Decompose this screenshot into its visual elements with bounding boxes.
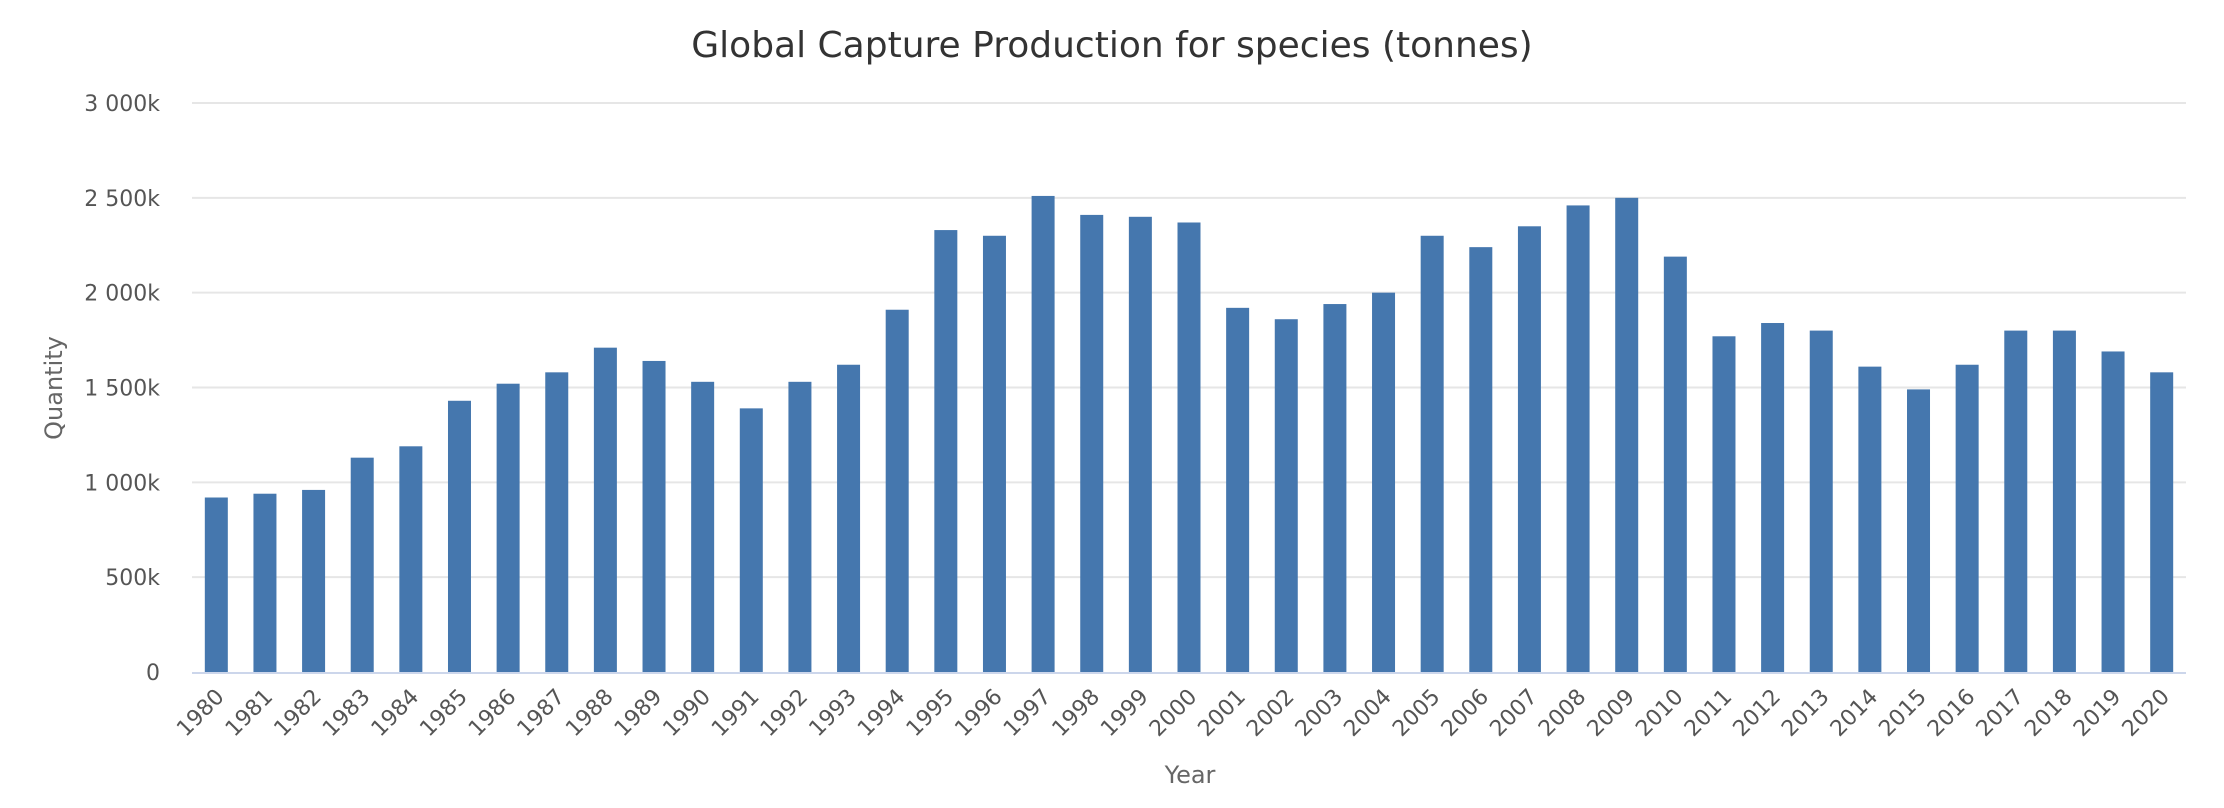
x-tick-label: 2019 [2069,685,2126,742]
bar-1980[interactable] [204,497,228,672]
bar-2019[interactable] [2101,351,2125,672]
bar-2005[interactable] [1420,235,1444,672]
x-tick-label: 2015 [1874,685,1931,742]
x-tick-label: 1994 [853,685,910,742]
y-axis-label: Quantity [40,336,68,440]
x-tick-label: 1992 [756,685,813,742]
y-tick-label: 0 [146,661,160,686]
x-tick-label: 1987 [513,685,570,742]
bar-2018[interactable] [2052,330,2076,672]
bar-1995[interactable] [934,230,958,672]
x-tick-label: 2017 [1972,685,2029,742]
x-tick-label: 2006 [1437,685,1494,742]
x-tick-label: 1990 [659,685,716,742]
bar-2007[interactable] [1517,226,1541,673]
x-tick-label: 1999 [1096,685,1153,742]
y-tick-label: 2 000k [84,282,160,307]
bar-2009[interactable] [1615,197,1639,673]
bar-1994[interactable] [885,309,909,672]
x-tick-label: 1996 [950,685,1007,742]
x-tick-label: 1983 [318,685,375,742]
bar-2006[interactable] [1469,247,1493,672]
bar-1989[interactable] [642,360,666,672]
bar-2001[interactable] [1226,307,1250,672]
bar-2012[interactable] [1761,323,1785,672]
x-tick-label: 1986 [464,685,521,742]
x-tick-label: 2002 [1242,685,1299,742]
y-axis-ticks: 0 500k 1 000k 1 500k 2 000k 2 500k 3 000k [84,92,160,686]
bar-2014[interactable] [1858,366,1882,672]
x-tick-label: 2011 [1680,685,1737,742]
bar-1996[interactable] [982,235,1006,672]
bar-2016[interactable] [1955,364,1979,672]
y-tick-label: 500k [105,566,160,591]
x-tick-label: 1993 [805,685,862,742]
bar-2017[interactable] [2004,330,2028,672]
bars [204,195,2174,673]
y-tick-label: 1 500k [84,377,160,402]
bar-2011[interactable] [1712,336,1736,672]
bar-1988[interactable] [593,347,617,672]
x-tick-label: 2010 [1631,685,1688,742]
x-tick-label: 2003 [1291,685,1348,742]
x-tick-label: 1995 [902,685,959,742]
bar-1993[interactable] [837,364,861,672]
bar-2013[interactable] [1809,330,1833,672]
bar-1982[interactable] [302,489,326,672]
bar-1986[interactable] [496,383,520,672]
y-tick-label: 1 000k [84,471,160,496]
x-tick-label: 1981 [221,685,278,742]
x-tick-label: 2018 [2020,685,2077,742]
bar-1987[interactable] [545,372,569,672]
x-tick-label: 1989 [610,685,667,742]
bar-1983[interactable] [350,457,374,672]
x-tick-label: 1991 [707,685,764,742]
x-tick-label: 1982 [270,685,327,742]
x-tick-label: 2013 [1777,685,1834,742]
bar-1991[interactable] [739,408,763,672]
x-tick-label: 1985 [415,685,472,742]
x-tick-label: 2014 [1826,685,1883,742]
bar-2003[interactable] [1323,304,1347,672]
bar-1990[interactable] [691,381,715,672]
bar-2002[interactable] [1274,319,1298,672]
bar-1981[interactable] [253,493,277,672]
x-tick-label: 2007 [1485,685,1542,742]
x-tick-label: 1998 [1048,685,1105,742]
x-tick-label: 2016 [1923,685,1980,742]
bar-2000[interactable] [1177,222,1201,673]
x-tick-label: 1984 [367,685,424,742]
bar-2004[interactable] [1372,292,1396,672]
y-tick-label: 2 500k [84,187,160,212]
x-tick-label: 2001 [1194,685,1251,742]
x-tick-label: 1997 [999,685,1056,742]
x-tick-label: 2004 [1340,685,1397,742]
x-tick-label: 2005 [1388,685,1445,742]
x-tick-label: 2000 [1145,685,1202,742]
x-tick-label: 2012 [1729,685,1786,742]
x-axis-ticks: 1980198119821983198419851986198719881989… [172,685,2175,742]
bar-2020[interactable] [2150,372,2174,672]
bar-1999[interactable] [1128,216,1152,673]
bar-1984[interactable] [399,446,423,672]
x-axis-label: Year [1164,761,1216,789]
bar-2015[interactable] [1907,389,1931,672]
y-tick-label: 3 000k [84,92,160,117]
x-tick-label: 2009 [1583,685,1640,742]
bar-1992[interactable] [788,381,812,672]
bar-2008[interactable] [1566,205,1590,673]
x-tick-label: 2008 [1534,685,1591,742]
bar-1985[interactable] [447,400,471,672]
x-tick-label: 1988 [561,685,618,742]
chart-title: Global Capture Production for species (t… [691,25,1532,66]
x-tick-label: 2020 [2118,685,2175,742]
bar-1997[interactable] [1031,195,1055,673]
bar-1998[interactable] [1080,214,1104,673]
x-tick-label: 1980 [172,685,229,742]
bar-2010[interactable] [1663,256,1687,672]
